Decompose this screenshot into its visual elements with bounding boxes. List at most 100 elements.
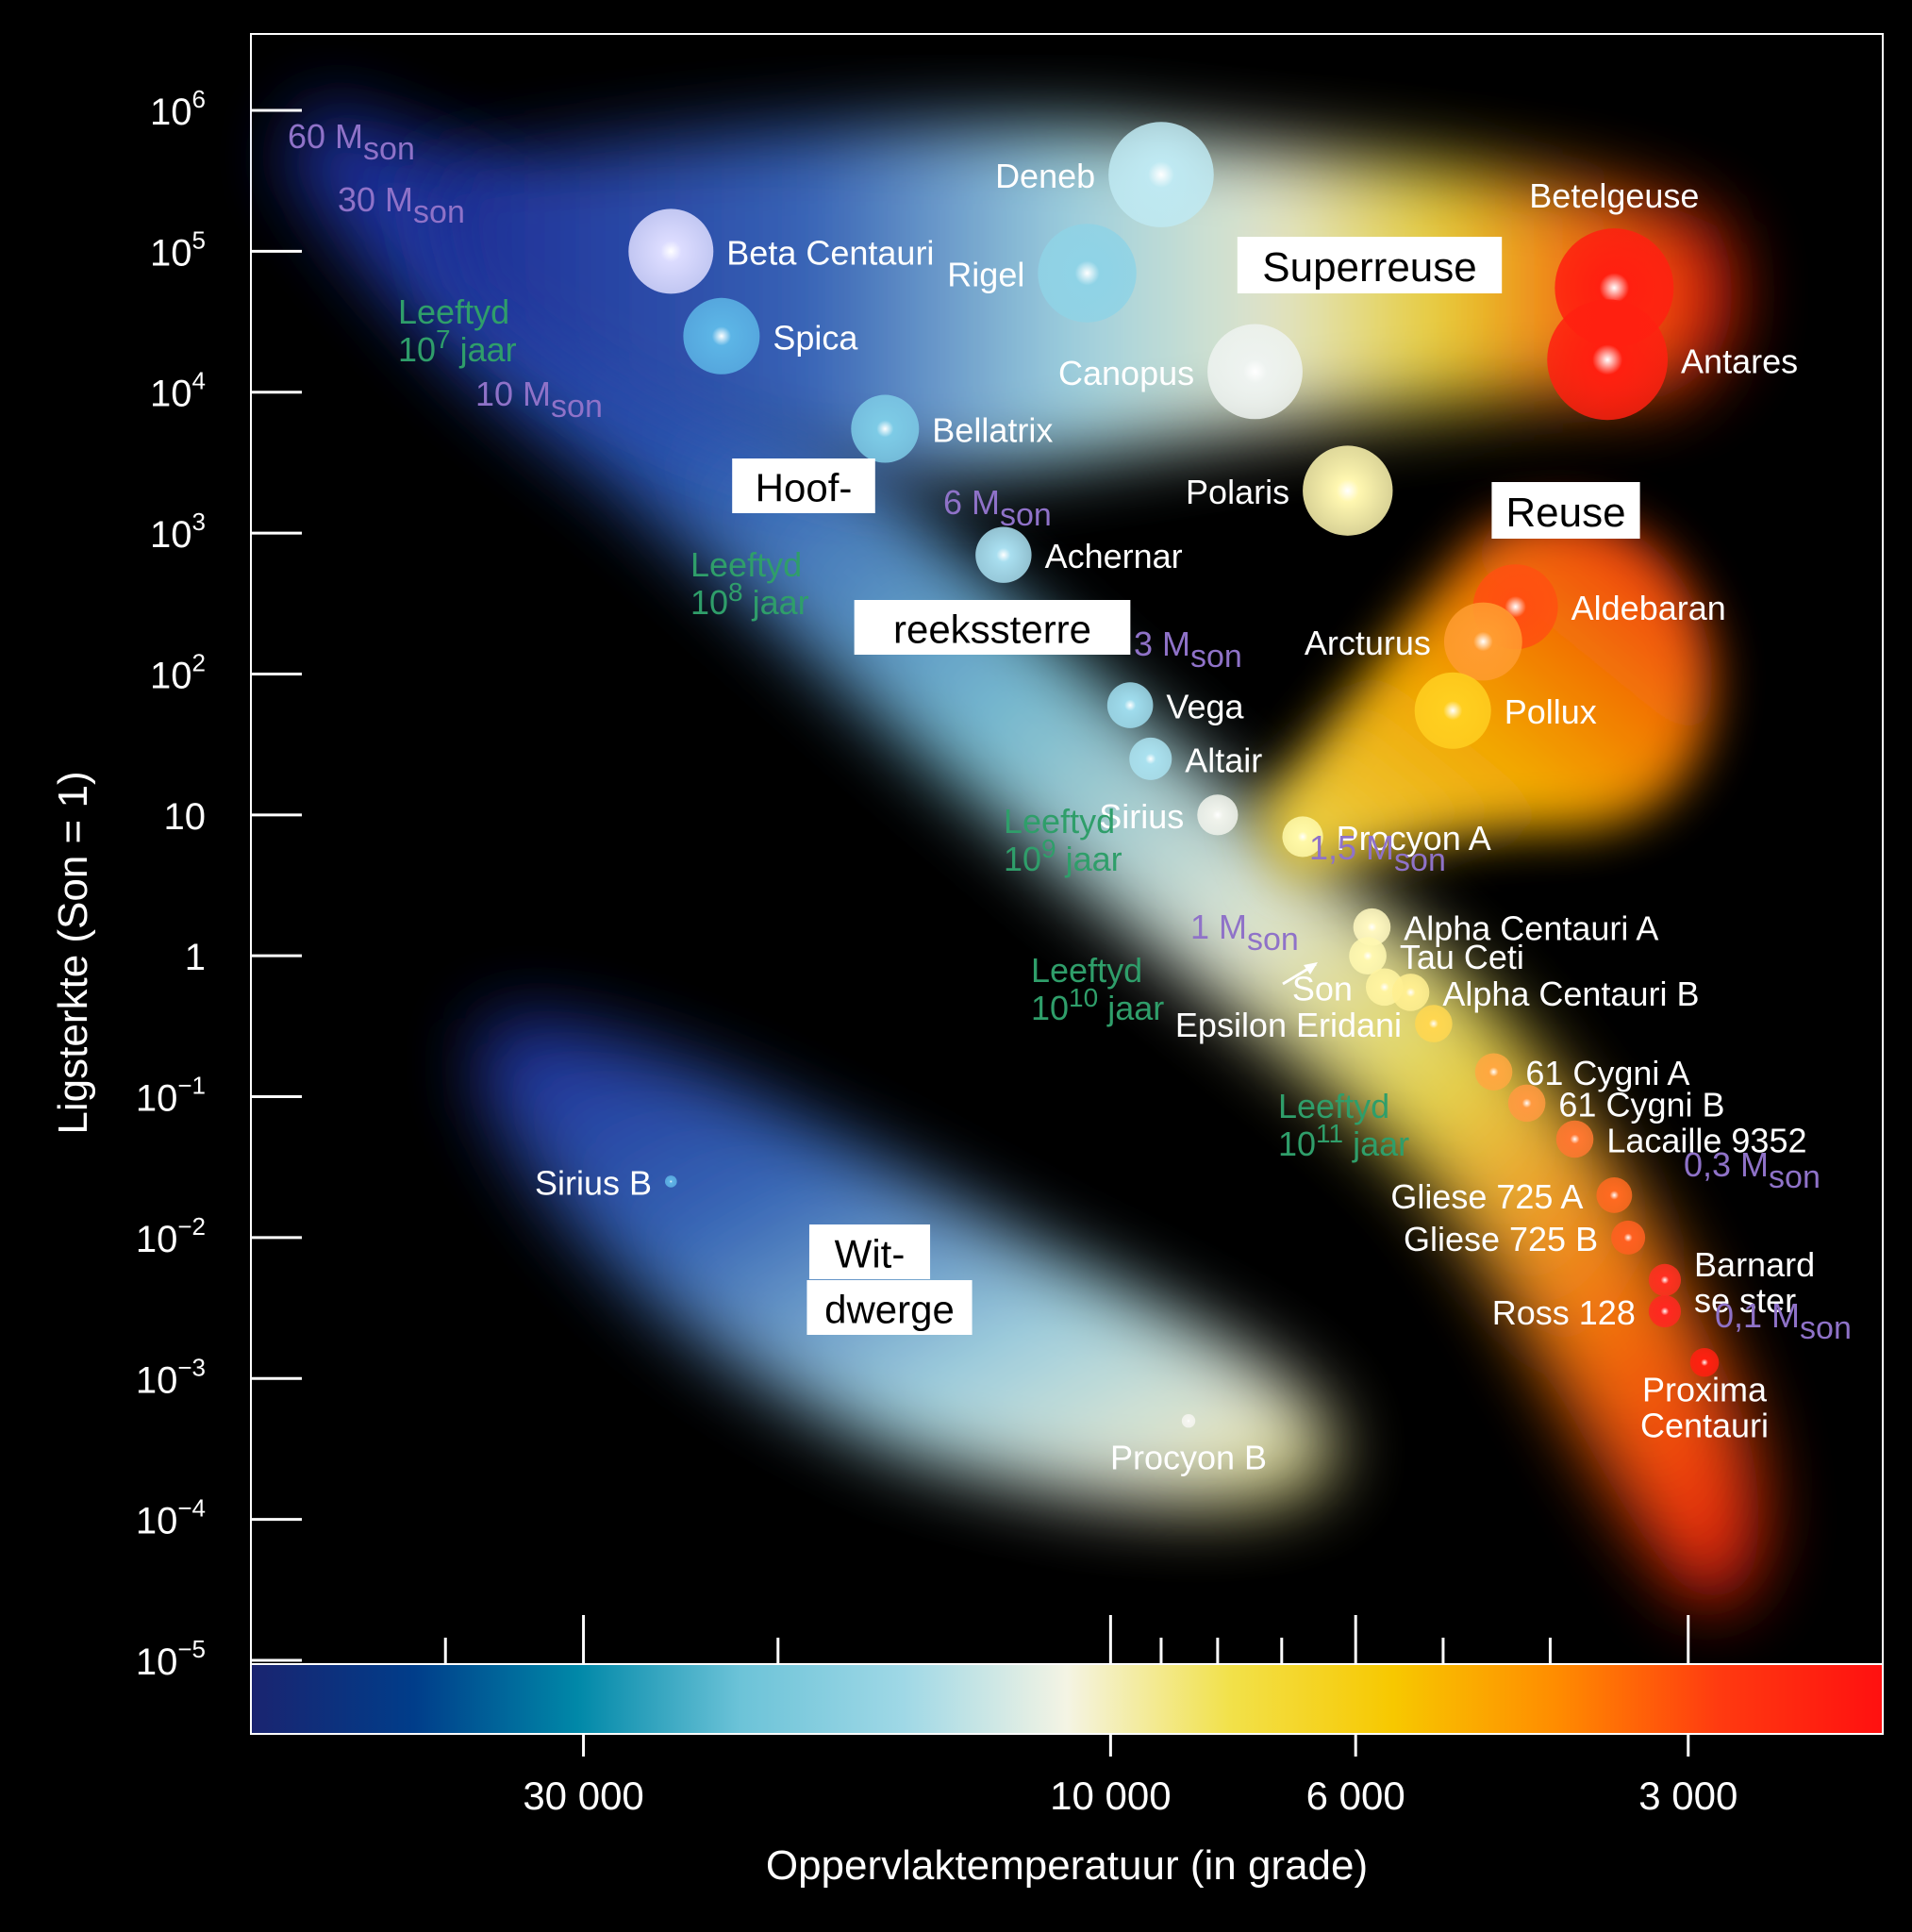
y-tick-label-3: 103	[150, 508, 206, 556]
mass-label-6: 1 Mson	[1190, 908, 1299, 958]
star-label-16: Epsilon Eridani	[1175, 1006, 1402, 1044]
star-29	[1547, 299, 1669, 421]
mass-label-7: 0,3 Mson	[1684, 1145, 1821, 1195]
mass-label-3: 6 Mson	[943, 483, 1052, 533]
mass-label-2: 10 Mson	[475, 375, 603, 425]
star-2	[851, 394, 920, 463]
mass-label-4: 3 Mson	[1134, 625, 1242, 675]
star-label-0: Beta Centauri	[726, 233, 934, 272]
lifetime-label-2: Leeftyd	[1004, 802, 1115, 841]
star-label-17: 61 Cygni A	[1525, 1054, 1689, 1092]
region-label-4: Wit-	[835, 1231, 906, 1275]
star-18	[1507, 1084, 1546, 1123]
star-label-10: Sirius	[1099, 797, 1184, 836]
x-tick-labels: 30 000 10 000 6 000 3 000	[523, 1774, 1737, 1818]
lifetime-label-4: Leeftyd	[1278, 1087, 1389, 1125]
region-label-5: dwerge	[824, 1287, 955, 1331]
star-label-28: Betelgeuse	[1529, 176, 1699, 215]
star-20	[1596, 1177, 1633, 1213]
star-31	[1181, 1414, 1196, 1428]
region-label-0: Superreuse	[1262, 244, 1476, 291]
star-label-13: Tau Ceti	[1400, 938, 1524, 976]
y-tick-label-5: 10	[164, 796, 207, 838]
star-label-19: Lacaille 9352	[1606, 1122, 1806, 1160]
y-tick-label-11: 10−5	[136, 1635, 206, 1683]
star-30	[665, 1175, 677, 1188]
lifetime-label-0: Leeftyd	[398, 292, 509, 331]
star-labels: Beta Centauri Spica Bellatrix Achernar Deneb…	[535, 157, 1815, 1476]
star-label-1: Spica	[773, 318, 858, 357]
y-tick-label-2: 104	[150, 367, 206, 415]
star-27	[1414, 672, 1491, 749]
star-15	[1391, 974, 1430, 1011]
x-tick-label-3: 3 000	[1638, 1774, 1737, 1818]
star-label-3: Achernar	[1045, 537, 1183, 575]
y-axis-title: Ligsterkte (Son = 1)	[50, 771, 96, 1134]
region-labels: Superreuse Reuse Hoof-reekssterre Wit-dwerg…	[732, 237, 1640, 1335]
lifetime-value-1: 108 jaar	[690, 577, 809, 622]
region-label-box-2	[732, 458, 875, 513]
star-label-7: Polaris	[1186, 473, 1289, 511]
lifetime-value-4: 1011 jaar	[1278, 1119, 1409, 1163]
lifetime-value-0: 107 jaar	[398, 325, 517, 369]
y-tick-label-7: 10−1	[136, 1072, 206, 1120]
star-16	[1415, 1005, 1453, 1042]
lifetime-value-2: 109 jaar	[1004, 834, 1122, 878]
star-label-6: Canopus	[1058, 354, 1194, 392]
star-1	[683, 297, 760, 375]
star-label-11: Procyon A	[1337, 819, 1491, 858]
star-label-25: Aldebaran	[1571, 589, 1726, 627]
star-12	[1353, 908, 1391, 946]
star-label-15: Alpha Centauri B	[1442, 974, 1699, 1013]
star-22	[1648, 1263, 1682, 1296]
star-label-5: Rigel	[947, 256, 1024, 294]
mass-labels: 60 Mson 30 Mson 10 Mson 6 Mson 3 Mson 1,5 Mso…	[288, 117, 1852, 1346]
star-6	[1207, 324, 1303, 420]
star-5	[1038, 224, 1137, 323]
star-label-9: Altair	[1185, 741, 1262, 779]
axis-ticks	[251, 108, 1690, 1757]
y-tick-label-10: 10−4	[136, 1494, 206, 1542]
x-tick-label-2: 6 000	[1306, 1774, 1405, 1818]
star-0	[628, 208, 714, 294]
star-label-26: Arcturus	[1305, 624, 1431, 662]
lifetime-label-1: Leeftyd	[690, 545, 802, 584]
mass-label-0: 60 Mson	[288, 117, 415, 167]
star-23	[1648, 1294, 1682, 1328]
star-7	[1303, 445, 1393, 536]
lifetime-value-3: 1010 jaar	[1031, 983, 1164, 1027]
star-label-30: Sirius B	[535, 1163, 652, 1202]
region-label-box-5	[806, 1280, 973, 1335]
star-3	[975, 526, 1032, 583]
region-label-2: Hoof-	[756, 465, 853, 509]
star-label-23: Ross 128	[1492, 1293, 1636, 1332]
star-21	[1611, 1220, 1646, 1255]
sun-pointer-arrowhead	[1304, 962, 1318, 974]
main-sequence-band	[283, 104, 1760, 1607]
temperature-colorbar	[250, 1663, 1884, 1735]
y-tick-label-9: 10−3	[136, 1353, 206, 1401]
star-24	[1689, 1347, 1720, 1377]
star-label-20: Gliese 725 A	[1390, 1177, 1583, 1216]
y-tick-label-0: 106	[150, 85, 206, 133]
star-label-2: Bellatrix	[932, 411, 1053, 450]
region-label-box-1	[1491, 482, 1640, 539]
star-label-22: Barnard se ster	[1694, 1245, 1815, 1320]
y-tick-label-6: 1	[185, 937, 206, 978]
star-label-12: Alpha Centauri A	[1404, 909, 1658, 948]
x-tick-label-0: 30 000	[523, 1774, 643, 1818]
star-label-18: 61 Cygni B	[1558, 1085, 1724, 1124]
region-label-3: reekssterre	[893, 607, 1091, 651]
mass-label-5: 1,5 Mson	[1309, 828, 1446, 878]
region-label-1: Reuse	[1505, 490, 1625, 536]
star-4	[1108, 122, 1214, 227]
region-label-box-0	[1237, 237, 1503, 293]
star-label-29: Antares	[1681, 341, 1798, 380]
star-label-4: Deneb	[995, 157, 1095, 195]
star-9	[1129, 737, 1172, 780]
star-label-14: Son	[1292, 969, 1353, 1008]
star-label-24: Proxima Centauri	[1640, 1371, 1769, 1445]
